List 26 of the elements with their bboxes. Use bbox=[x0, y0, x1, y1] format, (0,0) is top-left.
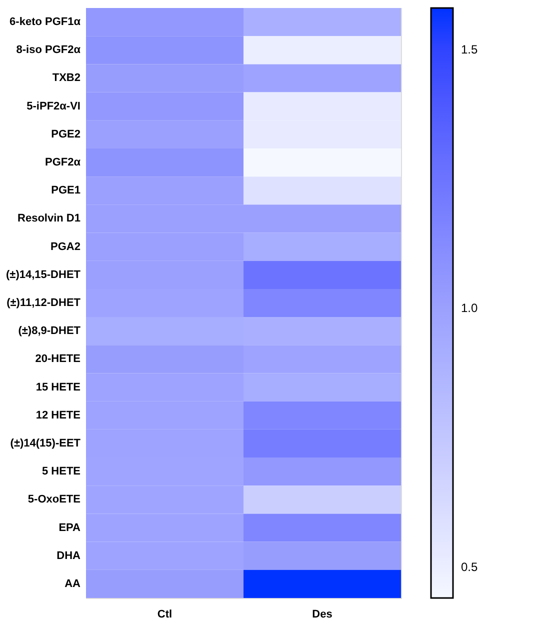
y-tick-label: PGE1 bbox=[51, 184, 80, 197]
y-tick-label: 20-HETE bbox=[35, 353, 80, 366]
color-bar-label: 1.5 bbox=[461, 42, 478, 56]
y-tick-label: PGA2 bbox=[50, 240, 80, 253]
y-tick-label: (±)14,15-DHET bbox=[6, 268, 81, 281]
y-tick-label: 12 HETE bbox=[36, 409, 80, 422]
y-tick-label: 15 HETE bbox=[36, 381, 80, 394]
y-tick-label: (±)11,12-DHET bbox=[6, 297, 81, 309]
y-tick-label: Resolvin D1 bbox=[18, 212, 80, 225]
y-tick-label: TXB2 bbox=[52, 72, 80, 84]
y-tick-label: (±)14(15)-EET bbox=[10, 437, 81, 450]
y-tick-label: EPA bbox=[58, 522, 81, 534]
x-tick-label: Ctl bbox=[157, 608, 172, 620]
y-tick-label: AA bbox=[64, 578, 81, 590]
y-tick-label: 5-iPF2α-VI bbox=[26, 100, 80, 112]
y-tick-label: (±)8,9-DHET bbox=[18, 325, 81, 338]
y-tick-label: PGE2 bbox=[51, 128, 80, 140]
y-tick-label: DHA bbox=[56, 550, 81, 562]
y-tick-label: PGF2α bbox=[45, 156, 81, 169]
x-tick-label: Des bbox=[312, 608, 332, 620]
y-tick-label: 5 HETE bbox=[42, 466, 80, 478]
y-tick-label: 6-keto PGF1α bbox=[10, 16, 81, 28]
y-tick-label: 5-OxoETE bbox=[28, 494, 80, 506]
color-bar-label: 1.0 bbox=[461, 301, 478, 316]
color-bar-label: 0.5 bbox=[461, 560, 478, 574]
y-tick-label: 8-iso PGF2α bbox=[16, 44, 81, 56]
